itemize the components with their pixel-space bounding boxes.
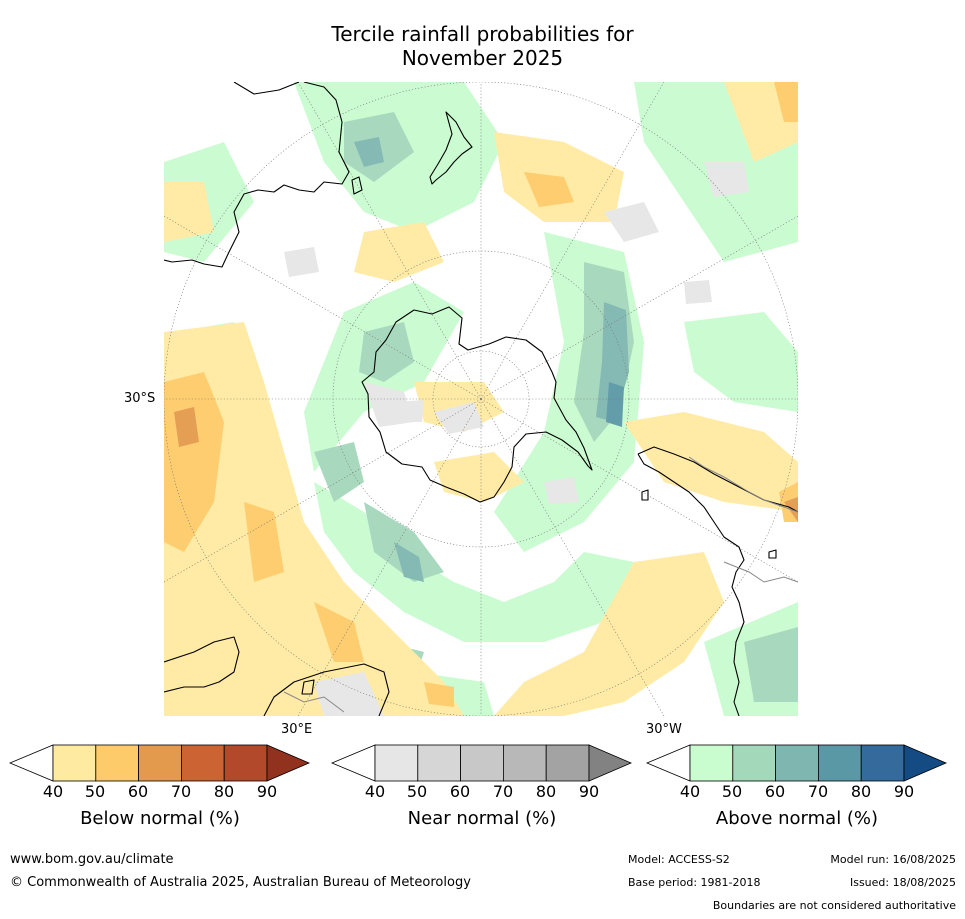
colorbar-above-normal <box>646 744 948 782</box>
model-text: Model: ACCESS-S2 <box>628 853 730 866</box>
colorbar-segment <box>817 744 862 782</box>
tick-label: 90 <box>256 782 278 801</box>
issued-text: Issued: 18/08/2025 <box>849 876 956 889</box>
colorbar-segment <box>417 744 462 782</box>
colorbar-segment <box>775 744 819 782</box>
colorbar-segment <box>223 744 268 782</box>
copyright-text: © Commonwealth of Australia 2025, Austra… <box>10 875 471 890</box>
tick-label: 40 <box>42 782 64 801</box>
polar-rainfall-map <box>164 82 798 716</box>
model-run-text: Model run: 16/08/2025 <box>830 853 956 866</box>
colorbar-extend-left <box>331 744 376 782</box>
disclaimer-text: Boundaries are not considered authoritat… <box>712 899 956 912</box>
tick-label: 40 <box>679 782 701 801</box>
coastlines <box>164 82 798 716</box>
colorbar-segment <box>689 744 734 782</box>
colorbar-segment <box>502 744 547 782</box>
colorbar-extend-left <box>9 744 54 782</box>
probability-field <box>164 82 798 716</box>
tick-label: 90 <box>578 782 600 801</box>
colorbar-segment <box>180 744 225 782</box>
colorbar-segment <box>374 744 419 782</box>
colorbar-near-normal <box>331 744 633 782</box>
longitude-label-30e: 30°E <box>281 722 313 737</box>
tick-label: 50 <box>84 782 106 801</box>
tick-label: 80 <box>850 782 872 801</box>
map-title-line2: November 2025 <box>401 46 564 70</box>
tick-label: 50 <box>406 782 428 801</box>
colorbar-extend-right <box>588 744 633 782</box>
tick-label: 80 <box>535 782 557 801</box>
national-boundaries <box>283 456 798 713</box>
colorbar-below-normal-label: Below normal (%) <box>80 808 240 829</box>
colorbar-segment <box>52 744 97 782</box>
base-period-text: Base period: 1981-2018 <box>628 876 761 889</box>
tick-label: 70 <box>170 782 192 801</box>
colorbar-segment <box>732 744 777 782</box>
latitude-label-30s: 30°S <box>124 391 156 406</box>
tick-label: 40 <box>364 782 386 801</box>
colorbar-extend-right <box>266 744 311 782</box>
colorbar-below-normal <box>9 744 311 782</box>
colorbar-extend-left <box>646 744 691 782</box>
tick-label: 50 <box>721 782 743 801</box>
colorbar-extend-right <box>903 744 948 782</box>
tick-label: 90 <box>893 782 915 801</box>
longitude-label-30w: 30°W <box>646 722 682 737</box>
colorbar-above-normal-label: Above normal (%) <box>715 808 879 829</box>
colorbar-near-normal-label: Near normal (%) <box>407 808 557 829</box>
tick-label: 70 <box>807 782 829 801</box>
graticule <box>164 82 798 716</box>
map-title-line1: Tercile rainfall probabilities for <box>331 22 634 46</box>
tick-label: 60 <box>764 782 786 801</box>
colorbar-segment <box>460 744 504 782</box>
tick-label: 70 <box>492 782 514 801</box>
colorbar-segment <box>95 744 140 782</box>
colorbar-segment <box>545 744 590 782</box>
colorbar-segment <box>860 744 905 782</box>
tick-label: 60 <box>127 782 149 801</box>
tick-label: 60 <box>449 782 471 801</box>
colorbar-segment <box>138 744 182 782</box>
website-link[interactable]: www.bom.gov.au/climate <box>10 852 174 867</box>
tick-label: 80 <box>213 782 235 801</box>
